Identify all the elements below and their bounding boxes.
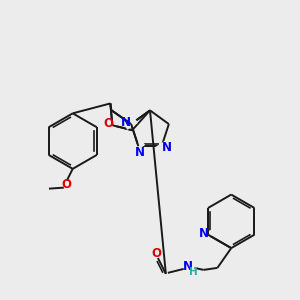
Text: O: O <box>62 178 72 191</box>
Text: N: N <box>121 116 131 129</box>
Text: N: N <box>183 260 193 273</box>
Text: O: O <box>103 117 113 130</box>
Text: N: N <box>199 227 209 240</box>
Text: N: N <box>162 141 172 154</box>
Text: O: O <box>151 247 161 260</box>
Text: N: N <box>135 146 145 159</box>
Text: H: H <box>189 267 198 277</box>
